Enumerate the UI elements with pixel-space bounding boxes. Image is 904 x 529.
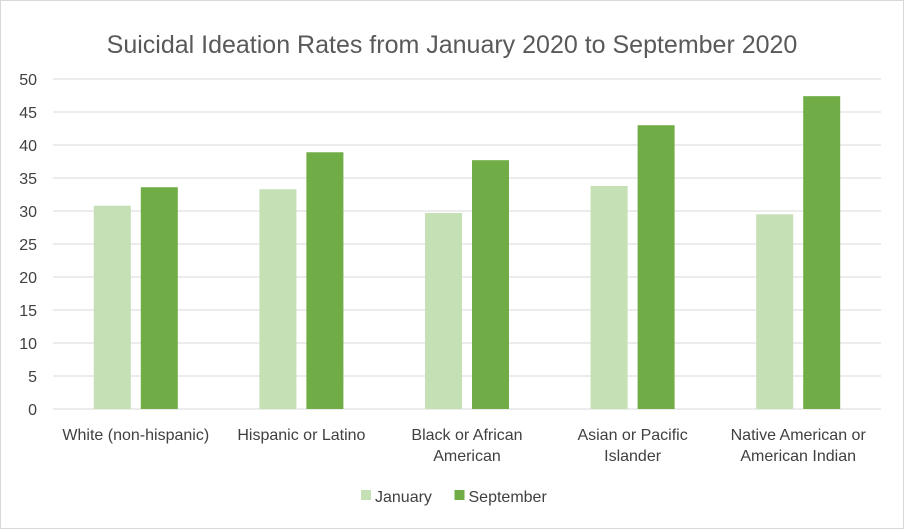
x-category-label: Black or African: [411, 427, 522, 444]
y-axis-ticks: 0 5 10 15 20 25 30 35 40 45 50: [19, 72, 37, 419]
y-tick-label: 50: [19, 72, 37, 89]
bar-january-0: [93, 205, 131, 409]
bar-january-2: [425, 212, 462, 409]
legend-label-january: January: [375, 489, 432, 506]
bar-september-1: [306, 152, 344, 409]
x-category-label: Islander: [604, 448, 662, 465]
bar-september-0: [140, 187, 178, 409]
y-tick-label: 10: [19, 336, 37, 353]
x-category-label: Hispanic or Latino: [237, 427, 365, 444]
x-category-label: American: [433, 448, 501, 465]
y-tick-label: 45: [19, 105, 37, 122]
legend-swatch-september: [454, 490, 465, 500]
legend-label-september: September: [469, 489, 548, 506]
x-category-label: American Indian: [740, 448, 856, 465]
bar-september-2: [472, 160, 509, 409]
y-tick-label: 25: [19, 237, 37, 254]
legend: January September: [361, 489, 547, 506]
x-category-label: Asian or Pacific: [577, 427, 687, 444]
legend-swatch-january: [361, 490, 371, 500]
bar-september-4: [803, 96, 841, 409]
bar-september-3: [637, 125, 675, 409]
chart-title: Suicidal Ideation Rates from January 202…: [107, 31, 798, 59]
x-axis-categories: White (non-hispanic) Hispanic or Latino Bl…: [62, 427, 866, 465]
y-tick-label: 30: [19, 204, 37, 221]
y-tick-label: 5: [28, 369, 37, 386]
x-category-label: White (non-hispanic): [62, 427, 209, 444]
bar-january-4: [756, 214, 794, 409]
gridlines: [53, 78, 881, 410]
y-tick-label: 20: [19, 270, 37, 287]
y-tick-label: 0: [28, 402, 37, 419]
y-tick-label: 40: [19, 138, 37, 155]
bars: [93, 96, 841, 409]
bar-january-1: [259, 189, 297, 409]
y-tick-label: 35: [19, 171, 37, 188]
x-category-label: Native American or: [731, 427, 867, 444]
bar-january-3: [590, 185, 628, 409]
y-tick-label: 15: [19, 303, 37, 320]
